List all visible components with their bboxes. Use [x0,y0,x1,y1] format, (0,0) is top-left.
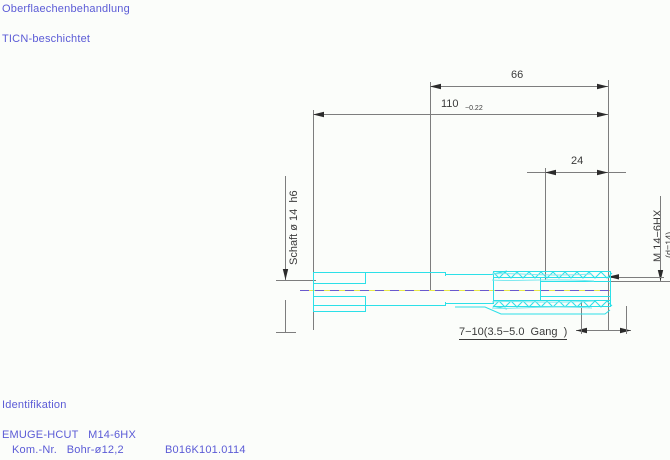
shank-left-end [313,272,314,306]
identification-heading: Identifikation [2,399,67,411]
shank-hidden-edge [313,311,365,312]
shank-top-edge [313,272,445,273]
shank-notch-right-lower [365,296,366,306]
surface-treatment-heading: Oberflaechenbehandlung [2,3,130,15]
neck-top-edge [445,274,493,275]
extension-line-bottom-left [285,300,286,332]
flute-tail-outline [455,306,611,315]
centerline-dash [300,290,610,291]
neck-right-shoulder [493,274,494,304]
leader-line-right-mid [608,277,664,278]
leader-shank [282,176,289,280]
thread-end-face [610,271,611,307]
flute-line-lower-1 [540,296,610,297]
relief-outline-lower [491,300,595,309]
dimension-tolerance-110: −0.22 [465,105,483,112]
shank-hidden-edge-right [365,306,366,312]
shank-notch-top [313,283,365,284]
dimension-value-66: 66 [511,69,524,81]
flute-line-upper-1 [540,281,610,282]
thread-profile-upper [492,271,613,279]
dimension-value-110: 110 [441,98,459,110]
extension-line-66-left [430,82,431,290]
dimension-line-bottom-right [576,327,631,334]
shank-bottom-edge [313,305,445,306]
leader-arrow-right-mid [608,274,619,280]
extension-line-bottom-right [626,306,627,334]
flute-boundary-left [540,277,541,301]
extension-line-110-left [313,110,314,330]
relief-outline-upper [491,273,595,282]
identification-kom-nr: Kom.-Nr. Bohr-ø12,2 [12,444,124,456]
dimension-line-24 [527,169,626,176]
thread-root-top [493,277,610,278]
dimension-value-24: 24 [571,155,584,167]
extension-line-right-end [608,80,609,330]
identification-code: B016K101.0114 [165,444,246,456]
identification-line-1: EMUGE-HCUT M14-6HX [2,429,136,441]
dimension-line-66 [430,83,608,90]
extension-line-bottom-mid [581,300,582,334]
dimension-line-110 [313,111,608,118]
surface-treatment-value: TICN-beschichtet [2,33,91,45]
shank-hidden-edge-left [313,306,314,312]
neck-bottom-edge [445,303,493,304]
thread-crest-bottom [493,306,610,307]
extension-line-24-left [545,168,546,280]
neck-left-step-top [445,272,446,276]
shank-notch-bottom [313,296,365,297]
shank-notch-right [365,272,366,284]
neck-left-step-bottom [445,302,446,306]
extension-line-bottom-left-tick [276,332,296,333]
extension-line-shank-baseline [276,280,316,281]
dimension-thread-range: 7−10(3.5−5.0 Gang ) [459,326,568,340]
thread-crest-top [493,271,610,272]
thread-root-bottom [493,300,610,301]
leader-thread [657,196,664,281]
extension-line-thread-baseline [604,281,670,282]
